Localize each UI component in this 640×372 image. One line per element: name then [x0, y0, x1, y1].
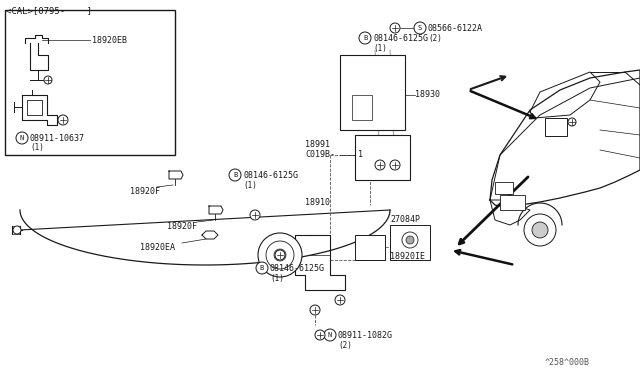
Text: (2): (2) [338, 341, 352, 350]
Circle shape [359, 32, 371, 44]
Bar [5, 10, 175, 155]
Circle shape [524, 214, 556, 246]
Circle shape [256, 262, 268, 274]
Circle shape [315, 330, 325, 340]
Text: B: B [260, 265, 264, 271]
Circle shape [324, 329, 336, 341]
Text: 08146-6125G: 08146-6125G [243, 171, 298, 180]
Bar [500, 195, 525, 210]
Text: 08911-10637: 08911-10637 [30, 134, 85, 143]
Text: 18910: 18910 [305, 198, 330, 207]
Text: S: S [418, 25, 422, 31]
Circle shape [13, 226, 21, 234]
Text: B: B [363, 35, 367, 41]
Text: 18920F: 18920F [130, 187, 160, 196]
Text: 18920EB: 18920EB [92, 36, 127, 45]
Text: 08146-6125G: 08146-6125G [270, 264, 325, 273]
Text: B: B [233, 172, 237, 178]
Text: 18920EA: 18920EA [140, 243, 175, 252]
Circle shape [275, 250, 285, 260]
Circle shape [258, 233, 302, 277]
Text: 08146-6125G: 08146-6125G [373, 34, 428, 43]
Circle shape [390, 160, 400, 170]
Text: (1): (1) [270, 274, 284, 283]
Text: <CAL>[0795-    ]: <CAL>[0795- ] [6, 6, 92, 15]
Text: (1): (1) [373, 44, 387, 53]
Circle shape [402, 232, 418, 248]
Text: 18920F: 18920F [167, 222, 197, 231]
Circle shape [568, 118, 576, 126]
Text: 18920IE: 18920IE [390, 252, 425, 261]
Text: ^258^000B: ^258^000B [545, 358, 590, 367]
Bar [495, 182, 513, 194]
Text: N: N [20, 135, 24, 141]
Circle shape [310, 305, 320, 315]
Bar [355, 235, 385, 260]
Bar [545, 118, 567, 136]
Circle shape [274, 249, 286, 261]
Text: (2): (2) [428, 34, 442, 43]
Circle shape [406, 236, 414, 244]
Text: 18930: 18930 [415, 90, 440, 99]
Text: 1: 1 [338, 150, 363, 159]
Text: C019B-: C019B- [305, 150, 335, 159]
Circle shape [375, 160, 385, 170]
Circle shape [335, 295, 345, 305]
Text: N: N [328, 332, 332, 338]
Text: 08566-6122A: 08566-6122A [428, 24, 483, 33]
Bar [355, 135, 410, 180]
Circle shape [58, 115, 68, 125]
Bar [390, 225, 430, 260]
Circle shape [532, 222, 548, 238]
Circle shape [390, 23, 400, 33]
Circle shape [414, 22, 426, 34]
Bar [352, 95, 372, 120]
Text: (1): (1) [243, 181, 257, 190]
Circle shape [266, 241, 294, 269]
Text: 27084P: 27084P [390, 215, 420, 224]
Text: 18991: 18991 [305, 140, 330, 149]
Bar [27, 100, 42, 115]
Circle shape [16, 132, 28, 144]
Circle shape [250, 210, 260, 220]
Text: (1): (1) [30, 143, 44, 152]
Circle shape [44, 76, 52, 84]
Bar [340, 55, 405, 130]
Circle shape [229, 169, 241, 181]
Text: 08911-1082G: 08911-1082G [338, 331, 393, 340]
